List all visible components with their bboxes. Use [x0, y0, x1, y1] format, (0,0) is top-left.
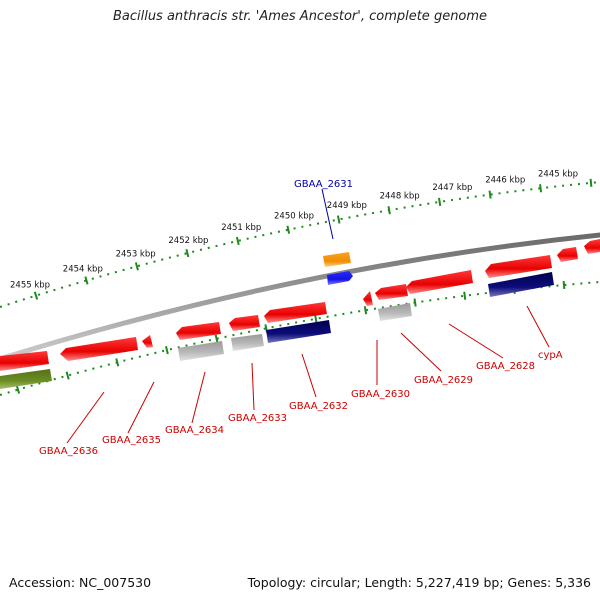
- ruler-label: 2448 kbp: [380, 191, 420, 201]
- gene-label-cypa[interactable]: cypA: [538, 350, 563, 361]
- gene-label-gbaa-2632[interactable]: GBAA_2632: [289, 401, 348, 412]
- ruler-tick: [387, 206, 391, 215]
- outer-ruler: [0, 181, 600, 308]
- gene-arrow-gbaa-2631[interactable]: [327, 271, 353, 285]
- ruler-tick: [286, 225, 291, 234]
- gene-label-gbaa-2635[interactable]: GBAA_2635: [102, 435, 161, 446]
- gene-arrow-2636-olive[interactable]: [0, 369, 52, 389]
- topology-summary: Topology: circular; Length: 5,227,419 bp…: [247, 575, 591, 590]
- gene-bar-gbaa-2634-gray[interactable]: [178, 341, 224, 361]
- gene-bar-gbaa-2629-gray[interactable]: [378, 303, 412, 321]
- inner-ruler-ticks: [15, 280, 566, 394]
- ruler-tick: [363, 306, 368, 315]
- ruler-tick: [562, 280, 566, 290]
- gene-arrow-gbaa-2630[interactable]: [363, 291, 373, 306]
- ruler-label: 2449 kbp: [327, 201, 367, 211]
- ruler-tick: [185, 249, 190, 258]
- gene-arrow-gbaa-2636[interactable]: [0, 351, 49, 371]
- gene-label-gbaa-2631[interactable]: GBAA_2631: [294, 179, 353, 190]
- gene-label-gbaa-2629[interactable]: GBAA_2629: [414, 375, 473, 386]
- ruler-tick: [438, 197, 442, 207]
- ruler-tick: [134, 262, 139, 271]
- inner-ruler: [0, 281, 600, 396]
- gene-arrow-gbaa-2628[interactable]: [406, 270, 473, 294]
- gene-arrow-gbaa-2634[interactable]: [176, 322, 221, 340]
- ruler-tick: [336, 215, 341, 224]
- gene-arrow-gbaa-2629[interactable]: [375, 284, 408, 300]
- ruler-tick: [15, 385, 21, 394]
- map-title: Bacillus anthracis str. 'Ames Ancestor',…: [112, 9, 488, 24]
- ruler-label: 2447 kbp: [432, 183, 472, 193]
- ruler-label: 2452 kbp: [168, 236, 208, 246]
- gene-labels: GBAA_2631 cypA GBAA_2628 GBAA_2629 GBAA_…: [39, 179, 563, 457]
- outer-ruler-ticks: [33, 178, 593, 300]
- gene-arrow-gbaa-2635[interactable]: [60, 337, 138, 361]
- gene-arrow-small-1[interactable]: [142, 335, 153, 348]
- gene-label-gbaa-2630[interactable]: GBAA_2630: [351, 389, 410, 400]
- ruler-tick: [314, 314, 318, 323]
- ruler-tick: [115, 358, 120, 367]
- ruler-tick: [589, 178, 593, 187]
- ruler-tick: [539, 184, 543, 193]
- gene-arrow-cypa[interactable]: [485, 255, 552, 278]
- genome-backbone: [0, 232, 600, 362]
- gene-arrow-gbaa-2633[interactable]: [229, 315, 260, 331]
- forward-genes: [0, 252, 353, 389]
- ruler-tick: [214, 334, 219, 343]
- ruler-tick: [165, 345, 169, 355]
- ruler-tick: [33, 291, 39, 300]
- gene-bar-gbaa-2632-navy[interactable]: [266, 320, 331, 343]
- gene-label-gbaa-2634[interactable]: GBAA_2634: [165, 425, 224, 436]
- ruler-labels: 2445 kbp 2446 kbp 2447 kbp 2448 kbp 2449 kbp…: [10, 169, 578, 290]
- ruler-label: 2446 kbp: [485, 176, 525, 186]
- gene-label-gbaa-2633[interactable]: GBAA_2633: [228, 413, 287, 424]
- gene-bar-gbaa-2633-gray[interactable]: [231, 334, 264, 351]
- ruler-tick: [84, 276, 89, 285]
- gene-label-gbaa-2636[interactable]: GBAA_2636: [39, 446, 98, 457]
- gene-arrow-small-3[interactable]: [584, 239, 600, 254]
- gene-arrow-gbaa-2632[interactable]: [264, 302, 327, 323]
- label-leader-lines: [66, 188, 550, 444]
- ruler-tick: [413, 298, 417, 307]
- ruler-tick: [235, 236, 240, 246]
- ruler-label: 2454 kbp: [63, 265, 103, 275]
- ruler-label: 2455 kbp: [10, 280, 50, 290]
- ruler-label: 2450 kbp: [274, 212, 314, 222]
- ruler-tick: [488, 190, 492, 199]
- ruler-tick: [65, 371, 70, 380]
- reverse-genes: [0, 239, 600, 371]
- gene-label-gbaa-2628[interactable]: GBAA_2628: [476, 361, 535, 372]
- gene-bar-gbaa-2631-orange[interactable]: [323, 252, 351, 267]
- ruler-tick: [463, 291, 467, 300]
- gene-bar-cypa-navy[interactable]: [488, 272, 554, 297]
- accession-label: Accession: NC_007530: [9, 575, 152, 590]
- ruler-label: 2445 kbp: [538, 169, 578, 179]
- gene-arrow-small-2[interactable]: [557, 247, 578, 262]
- ruler-label: 2453 kbp: [116, 250, 156, 260]
- ruler-label: 2451 kbp: [221, 223, 261, 233]
